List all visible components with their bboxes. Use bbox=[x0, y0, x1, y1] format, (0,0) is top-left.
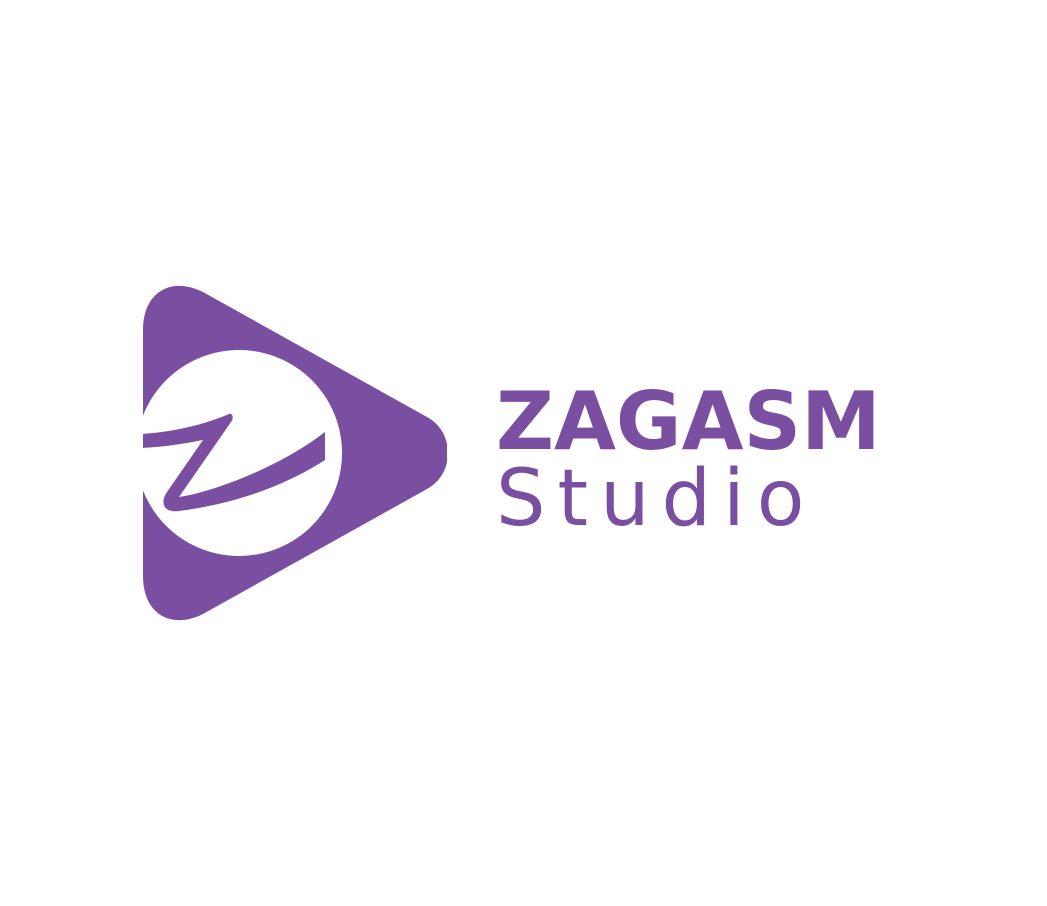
brand-name-line1: ZAGASM bbox=[496, 375, 881, 468]
play-triangle-z-icon bbox=[143, 285, 447, 621]
brand-wordmark: ZAGASM Studio bbox=[496, 375, 896, 544]
brand-name-line2: Studio bbox=[496, 454, 817, 544]
z-stroke bbox=[143, 413, 325, 512]
